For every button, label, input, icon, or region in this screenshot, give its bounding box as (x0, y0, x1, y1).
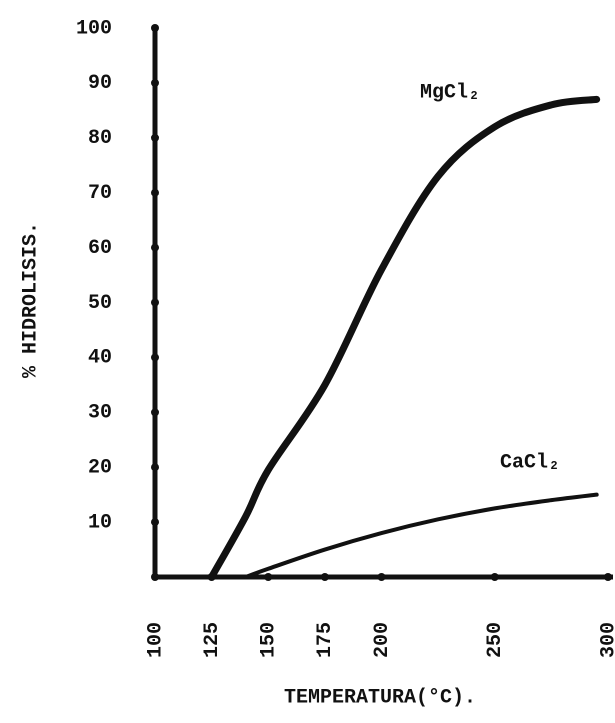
y-tick-label: 80 (88, 127, 112, 150)
y-tick (151, 353, 159, 362)
x-tick-label: 100 (144, 622, 167, 658)
y-axis-label: % HIDROLISIS. (19, 222, 42, 378)
x-tick-label: 250 (484, 622, 507, 658)
x-tick (320, 573, 329, 581)
y-tick-label: 60 (88, 237, 112, 260)
y-tick (151, 24, 159, 32)
y-tick (151, 78, 159, 87)
y-tick (151, 133, 159, 142)
y-tick (151, 518, 159, 527)
y-tick (151, 463, 159, 472)
series-label: MgCl₂ (420, 81, 480, 104)
x-tick-label: 150 (258, 622, 281, 658)
y-tick (151, 408, 159, 417)
y-tick-label: 30 (88, 402, 112, 425)
x-tick (151, 573, 159, 581)
y-tick-label: 100 (76, 17, 112, 40)
x-tick-label: 200 (371, 622, 394, 658)
x-tick (264, 573, 273, 581)
y-tick (151, 243, 159, 252)
x-tick (377, 573, 386, 581)
y-tick-label: 20 (88, 456, 112, 479)
y-tick (151, 298, 159, 307)
x-tick-label: 300 (597, 622, 615, 658)
series-line (208, 95, 601, 581)
y-tick-label: 40 (88, 347, 112, 370)
y-tick (151, 188, 159, 197)
x-tick (604, 573, 612, 581)
y-tick-label: 90 (88, 72, 112, 95)
series-label: CaCl₂ (500, 451, 560, 474)
y-tick-label: 50 (88, 292, 112, 315)
y-tick-label: 10 (88, 511, 112, 534)
x-tick-label: 125 (201, 622, 224, 658)
x-axis-label: TEMPERATURA(°C). (284, 686, 476, 709)
series-line (243, 492, 599, 579)
x-tick (490, 573, 499, 581)
y-tick-label: 70 (88, 182, 112, 205)
x-tick-label: 175 (314, 622, 337, 658)
